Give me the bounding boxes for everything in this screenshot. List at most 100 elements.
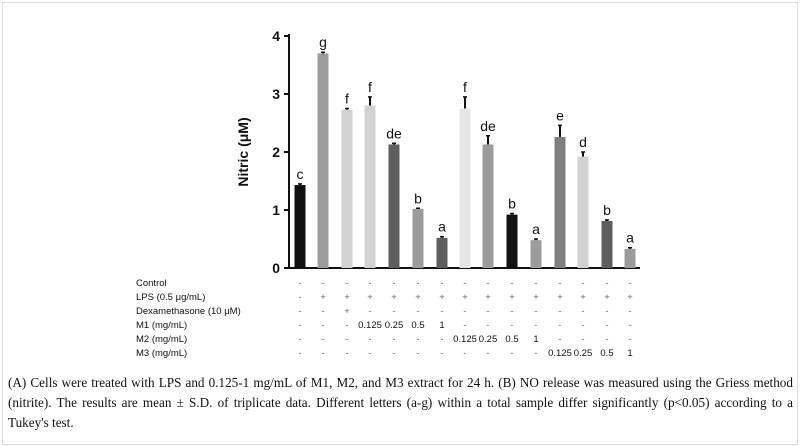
- condition-cell: -: [534, 320, 538, 331]
- significance-letter: f: [345, 91, 349, 107]
- condition-cell: -: [463, 348, 467, 359]
- condition-cell: 1: [533, 334, 539, 345]
- condition-cell: -: [440, 306, 444, 317]
- condition-cell: -: [345, 348, 349, 359]
- condition-cell: -: [628, 278, 632, 289]
- condition-cell: -: [558, 278, 562, 289]
- bar: [341, 109, 353, 268]
- condition-cell: 0.25: [478, 334, 498, 345]
- condition-cell: -: [463, 320, 467, 331]
- condition-cell: +: [604, 292, 610, 303]
- figure-caption: (A) Cells were treated with LPS and 0.12…: [8, 375, 793, 430]
- condition-row-label: Dexamethasone (10 μM): [136, 306, 241, 317]
- condition-cell: -: [321, 278, 325, 289]
- condition-cell: -: [581, 306, 585, 317]
- condition-cell: -: [558, 334, 562, 345]
- bar: [601, 221, 613, 268]
- condition-cell: 0.125: [453, 334, 477, 345]
- condition-cell: -: [345, 334, 349, 345]
- condition-cell: -: [581, 320, 585, 331]
- condition-cell: -: [605, 320, 609, 331]
- condition-cell: +: [391, 292, 397, 303]
- condition-cell: 0.5: [505, 334, 519, 345]
- condition-row-label: M1 (mg/mL): [136, 320, 188, 331]
- condition-cell: -: [321, 320, 325, 331]
- condition-cell: -: [558, 306, 562, 317]
- condition-cell: -: [298, 292, 302, 303]
- condition-cell: -: [368, 334, 372, 345]
- condition-cell: -: [510, 348, 514, 359]
- bar: [506, 214, 518, 268]
- bar: [436, 237, 448, 268]
- condition-cell: -: [486, 278, 490, 289]
- condition-cell: -: [345, 320, 349, 331]
- bar: [317, 53, 329, 269]
- condition-cell: +: [462, 292, 468, 303]
- condition-cell: +: [557, 292, 563, 303]
- condition-cell: -: [581, 334, 585, 345]
- bar: [482, 144, 494, 268]
- significance-letter: b: [508, 195, 516, 211]
- condition-cell: -: [298, 278, 302, 289]
- bar: [294, 185, 306, 268]
- condition-cell: -: [463, 306, 467, 317]
- condition-cell: -: [392, 348, 396, 359]
- condition-row-label: M2 (mg/mL): [136, 334, 188, 345]
- condition-cell: -: [345, 278, 349, 289]
- condition-cell: -: [298, 320, 302, 331]
- condition-cell: -: [298, 334, 302, 345]
- condition-cell: -: [321, 348, 325, 359]
- significance-letter: b: [603, 202, 611, 218]
- condition-cell: +: [533, 292, 539, 303]
- condition-cell: -: [368, 348, 372, 359]
- condition-cell: +: [485, 292, 491, 303]
- condition-cell: -: [392, 278, 396, 289]
- condition-cell: -: [392, 306, 396, 317]
- bar: [388, 144, 400, 268]
- significance-letter: f: [463, 79, 467, 95]
- condition-cell: -: [628, 306, 632, 317]
- bar: [364, 105, 376, 268]
- significance-letter: d: [579, 134, 587, 150]
- condition-cell: -: [392, 334, 396, 345]
- condition-cell: -: [486, 306, 490, 317]
- significance-letter: a: [438, 219, 446, 235]
- condition-cell: -: [321, 306, 325, 317]
- bar: [459, 108, 471, 268]
- significance-letter: de: [480, 118, 496, 134]
- condition-cell: -: [510, 306, 514, 317]
- condition-cell: +: [344, 306, 350, 317]
- condition-row-label: M3 (mg/mL): [136, 348, 188, 359]
- y-tick-label: 4: [272, 28, 280, 44]
- y-tick-label: 3: [272, 86, 280, 102]
- condition-cell: -: [605, 278, 609, 289]
- y-tick-label: 0: [272, 260, 280, 276]
- condition-cell: -: [298, 348, 302, 359]
- y-tick-label: 1: [272, 202, 280, 218]
- significance-letter: c: [297, 166, 304, 182]
- condition-cell: -: [534, 348, 538, 359]
- y-tick-label: 2: [272, 144, 280, 160]
- condition-cell: -: [440, 334, 444, 345]
- condition-cell: +: [367, 292, 373, 303]
- condition-cell: +: [439, 292, 445, 303]
- condition-cell: -: [298, 306, 302, 317]
- condition-cell: -: [534, 306, 538, 317]
- significance-letter: f: [368, 79, 372, 95]
- condition-cell: 1: [627, 348, 633, 359]
- significance-letter: g: [319, 34, 327, 50]
- y-axis-label: Nitric (μM): [235, 117, 251, 186]
- bar: [554, 136, 566, 268]
- condition-cell: +: [580, 292, 586, 303]
- condition-cell: 0.25: [384, 320, 404, 331]
- condition-cell: 0.125: [548, 348, 572, 359]
- condition-cell: -: [628, 320, 632, 331]
- condition-cell: 1: [439, 320, 445, 331]
- condition-cell: +: [509, 292, 515, 303]
- condition-cell: -: [558, 320, 562, 331]
- condition-cell: +: [344, 292, 350, 303]
- condition-cell: -: [581, 278, 585, 289]
